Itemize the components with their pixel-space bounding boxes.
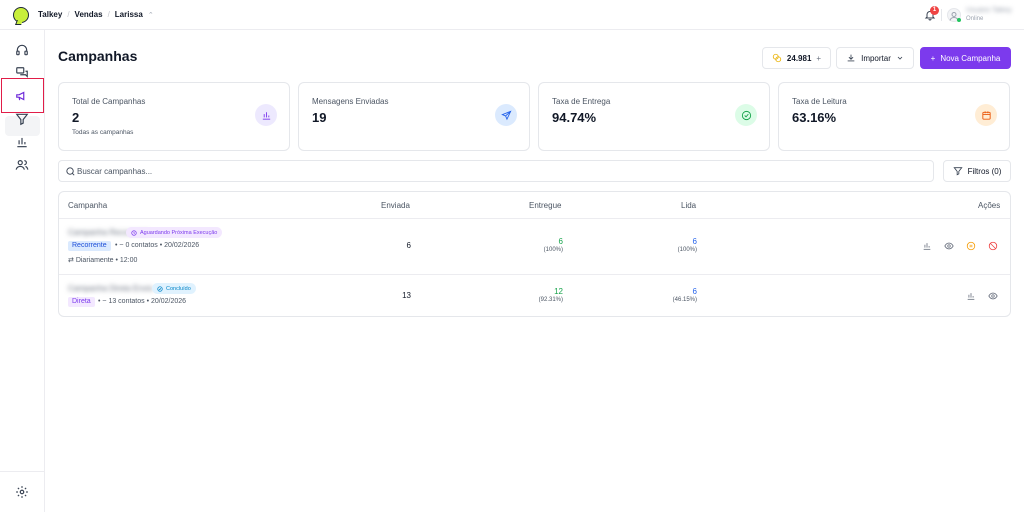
type-tag: Recorrente xyxy=(68,241,111,251)
type-tag: Direta xyxy=(68,297,95,307)
eye-icon[interactable] xyxy=(944,241,954,251)
online-status-dot xyxy=(957,18,961,22)
search-icon xyxy=(66,167,75,176)
stat-label: Mensagens Enviadas xyxy=(312,97,389,106)
campaign-name[interactable]: Campanha Direta Envio xyxy=(68,284,153,293)
delivered-count: 12 xyxy=(554,287,563,296)
stat-card-read-rate: Taxa de Leitura 63.16% xyxy=(778,82,1010,151)
sent-count: 13 xyxy=(402,291,411,300)
bar-chart-icon[interactable] xyxy=(15,135,29,149)
status-badge: Aguardando Próxima Execução xyxy=(126,227,223,238)
stat-label: Taxa de Leitura xyxy=(792,97,847,106)
coins-icon xyxy=(772,53,782,63)
breadcrumb-workspace[interactable]: Talkey xyxy=(38,10,63,19)
divider xyxy=(59,274,1010,275)
stat-label: Total de Campanhas xyxy=(72,97,146,106)
contacts-count: • ~ 0 contatos • 20/02/2026 xyxy=(115,242,200,249)
megaphone-icon[interactable] xyxy=(15,89,29,103)
page-title: Campanhas xyxy=(58,48,138,64)
download-icon xyxy=(847,54,855,62)
stat-card-delivery-rate: Taxa de Entrega 94.74% xyxy=(538,82,770,151)
status-badge: Concluído xyxy=(152,283,196,294)
breadcrumb-user[interactable]: Larissa xyxy=(114,10,143,19)
new-campaign-button[interactable]: + Nova Campanha xyxy=(920,47,1011,69)
read-percent: (46.15%) xyxy=(672,297,697,303)
breadcrumb-separator: / xyxy=(107,10,110,19)
filter-icon xyxy=(953,167,963,176)
search-input[interactable] xyxy=(77,162,927,180)
filter-icon[interactable] xyxy=(15,112,29,126)
plus-icon: + xyxy=(930,53,936,63)
contacts-count: • ~ 13 contatos • 20/02/2026 xyxy=(98,298,187,305)
top-bar: Talkey / Vendas / Larissa ⌃ 1 Usuário Ta… xyxy=(0,0,1024,30)
sent-count: 6 xyxy=(406,241,411,250)
column-header-sent[interactable]: Enviada xyxy=(381,201,410,210)
user-name[interactable]: Usuário Talkey xyxy=(966,7,1012,14)
import-label: Importar xyxy=(861,53,891,63)
sidebar xyxy=(0,30,45,512)
delivered-count: 6 xyxy=(558,237,563,246)
cancel-icon[interactable] xyxy=(988,241,998,251)
divider xyxy=(941,9,942,21)
eye-icon[interactable] xyxy=(988,291,998,301)
stat-label: Taxa de Entrega xyxy=(552,97,611,106)
check-circle-icon xyxy=(157,285,163,292)
read-count: 6 xyxy=(692,287,697,296)
stat-value: 63.16% xyxy=(792,110,837,125)
clock-icon xyxy=(131,229,137,236)
stat-value: 2 xyxy=(72,110,80,125)
stat-card-messages-sent: Mensagens Enviadas 19 xyxy=(298,82,530,151)
user-status: Online xyxy=(966,16,984,22)
column-header-delivered[interactable]: Entregue xyxy=(529,201,562,210)
check-circle-icon xyxy=(735,104,757,126)
bar-chart-icon xyxy=(255,104,277,126)
status-text: Concluído xyxy=(166,285,191,292)
breadcrumb-department[interactable]: Vendas xyxy=(74,10,103,19)
calendar-icon xyxy=(975,104,997,126)
notification-badge: 1 xyxy=(930,6,939,15)
read-percent: (100%) xyxy=(677,247,697,253)
credits-button[interactable]: 24.981 + xyxy=(762,47,831,69)
stat-card-total-campaigns: Total de Campanhas 2 Todas as campanhas xyxy=(58,82,290,151)
chevron-down-icon xyxy=(897,56,903,60)
users-icon[interactable] xyxy=(15,158,29,172)
headset-icon[interactable] xyxy=(15,43,29,57)
column-header-read[interactable]: Lida xyxy=(681,201,697,210)
column-header-campaign[interactable]: Campanha xyxy=(68,201,108,210)
read-count: 6 xyxy=(692,237,697,246)
import-button[interactable]: Importar xyxy=(836,47,914,69)
stats-icon[interactable] xyxy=(922,241,932,251)
settings-icon[interactable] xyxy=(15,485,29,499)
column-header-actions: Ações xyxy=(978,201,1001,210)
delivered-percent: (92.31%) xyxy=(538,297,563,303)
new-campaign-label: Nova Campanha xyxy=(940,53,1001,63)
campaigns-table: Campanha Enviada Entregue Lida Ações Cam… xyxy=(58,191,1011,317)
divider xyxy=(0,471,45,472)
stat-sub: Todas as campanhas xyxy=(72,129,134,136)
chat-icon[interactable] xyxy=(15,66,29,80)
campaign-name[interactable]: Campanha Recorrente xyxy=(68,228,149,237)
delivered-percent: (100%) xyxy=(543,247,563,253)
stat-value: 94.74% xyxy=(552,110,597,125)
credits-value: 24.981 xyxy=(786,53,812,63)
chevron-updown-icon[interactable]: ⌃ xyxy=(147,11,154,19)
highlight-annotation xyxy=(1,78,44,113)
stat-value: 19 xyxy=(312,110,327,125)
pause-icon[interactable] xyxy=(966,241,976,251)
search-bar xyxy=(58,160,934,182)
divider xyxy=(59,218,1010,219)
filters-button[interactable]: Filtros (0) xyxy=(943,160,1011,182)
schedule-info: ⇄ Diariamente • 12:00 xyxy=(68,257,138,264)
sidebar-active-indicator xyxy=(5,116,40,136)
filters-label: Filtros (0) xyxy=(967,166,1002,176)
stats-icon[interactable] xyxy=(966,291,976,301)
send-icon xyxy=(495,104,517,126)
plus-icon: + xyxy=(816,53,822,63)
talkey-logo[interactable] xyxy=(13,7,29,23)
breadcrumb: Talkey / Vendas / Larissa ⌃ xyxy=(38,10,154,19)
status-text: Aguardando Próxima Execução xyxy=(140,229,218,236)
breadcrumb-separator: / xyxy=(67,10,70,19)
